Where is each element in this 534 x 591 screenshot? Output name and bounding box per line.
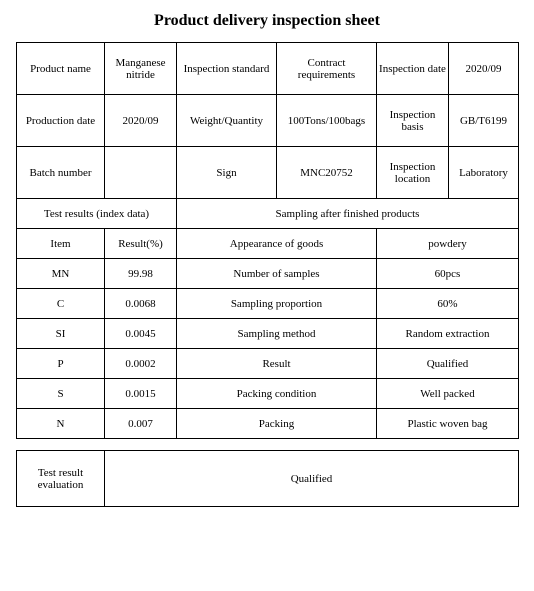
cell-appearance-label: Appearance of goods [177,229,377,259]
cell-attr-value: 60% [377,289,519,319]
cell-production-date-label: Production date [17,95,105,147]
page-title: Product delivery inspection sheet [16,12,518,30]
table-gap [17,439,519,451]
cell-inspection-standard-label: Inspection standard [177,43,277,95]
cell-attr-label: Packing [177,409,377,439]
table-row: Production date 2020/09 Weight/Quantity … [17,95,519,147]
cell-sign-value: MNC20752 [277,147,377,199]
cell-test-results-header: Test results (index data) [17,199,177,229]
table-row: Test results (index data) Sampling after… [17,199,519,229]
cell-batch-number-label: Batch number [17,147,105,199]
cell-attr-label: Sampling method [177,319,377,349]
cell-item: MN [17,259,105,289]
cell-item: S [17,379,105,409]
cell-inspection-standard-value: Contract requirements [277,43,377,95]
cell-item: C [17,289,105,319]
cell-item: N [17,409,105,439]
cell-attr-value: Plastic woven bag [377,409,519,439]
cell-attr-value: 60pcs [377,259,519,289]
table-row: P 0.0002 Result Qualified [17,349,519,379]
cell-evaluation-value: Qualified [105,451,519,507]
cell-item: P [17,349,105,379]
cell-attr-label: Sampling proportion [177,289,377,319]
table-row: MN 99.98 Number of samples 60pcs [17,259,519,289]
cell-result-header: Result(%) [105,229,177,259]
table-row: C 0.0068 Sampling proportion 60% [17,289,519,319]
cell-result: 0.0045 [105,319,177,349]
cell-result: 0.0068 [105,289,177,319]
table-row: Batch number Sign MNC20752 Inspection lo… [17,147,519,199]
table-row: Item Result(%) Appearance of goods powde… [17,229,519,259]
cell-attr-value: Qualified [377,349,519,379]
cell-result: 0.007 [105,409,177,439]
cell-result: 0.0015 [105,379,177,409]
cell-attr-value: Well packed [377,379,519,409]
table-row: S 0.0015 Packing condition Well packed [17,379,519,409]
cell-inspection-date-value: 2020/09 [449,43,519,95]
table-row: Test result evaluation Qualified [17,451,519,507]
table-row: Product name Manganese nitride Inspectio… [17,43,519,95]
cell-sampling-header: Sampling after finished products [177,199,519,229]
cell-sign-label: Sign [177,147,277,199]
cell-inspection-location-label: Inspection location [377,147,449,199]
cell-attr-label: Number of samples [177,259,377,289]
cell-attr-value: Random extraction [377,319,519,349]
table-row: N 0.007 Packing Plastic woven bag [17,409,519,439]
cell-inspection-basis-label: Inspection basis [377,95,449,147]
cell-batch-number-value [105,147,177,199]
cell-attr-label: Packing condition [177,379,377,409]
cell-production-date-value: 2020/09 [105,95,177,147]
cell-attr-label: Result [177,349,377,379]
table-row: SI 0.0045 Sampling method Random extract… [17,319,519,349]
cell-product-name-label: Product name [17,43,105,95]
cell-weight-qty-value: 100Tons/100bags [277,95,377,147]
cell-item-header: Item [17,229,105,259]
cell-inspection-basis-value: GB/T6199 [449,95,519,147]
cell-inspection-location-value: Laboratory [449,147,519,199]
cell-item: SI [17,319,105,349]
cell-weight-qty-label: Weight/Quantity [177,95,277,147]
cell-evaluation-label: Test result evaluation [17,451,105,507]
inspection-table: Product name Manganese nitride Inspectio… [16,42,519,507]
cell-result: 99.98 [105,259,177,289]
cell-result: 0.0002 [105,349,177,379]
cell-product-name-value: Manganese nitride [105,43,177,95]
cell-appearance-value: powdery [377,229,519,259]
cell-inspection-date-label: Inspection date [377,43,449,95]
